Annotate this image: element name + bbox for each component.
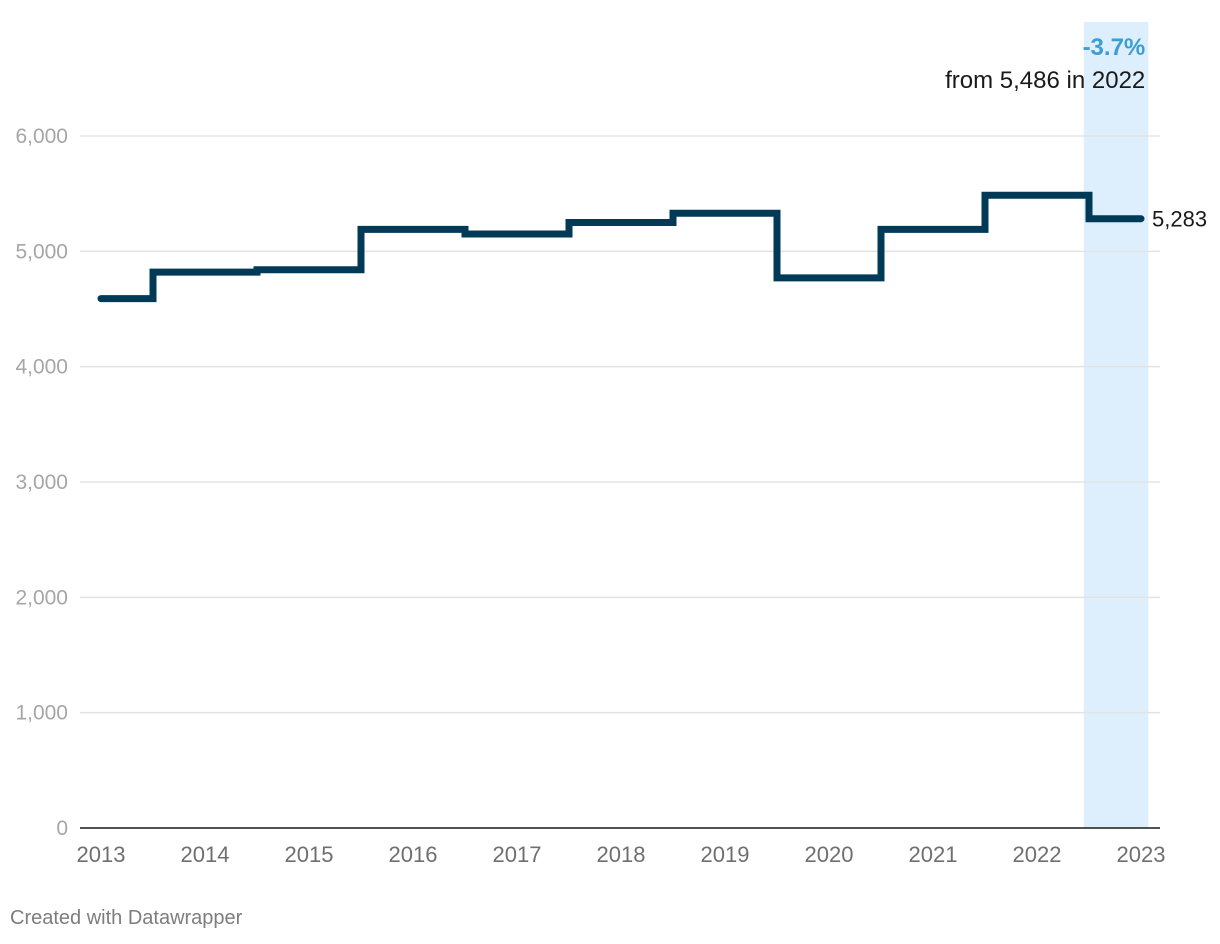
- x-tick-label: 2017: [493, 842, 542, 867]
- y-tick-label: 5,000: [15, 240, 68, 263]
- y-tick-label: 0: [56, 817, 68, 840]
- x-tick-label: 2021: [909, 842, 958, 867]
- x-tick-label: 2014: [181, 842, 230, 867]
- x-tick-label: 2022: [1013, 842, 1062, 867]
- change-percent-label: -3.7%: [1083, 34, 1146, 61]
- highlight-band-2023: [1083, 22, 1149, 828]
- footer-credit: Created with Datawrapper: [10, 907, 243, 929]
- y-tick-label: 1,000: [15, 702, 68, 725]
- y-tick-label: 3,000: [15, 471, 68, 494]
- x-tick-label: 2016: [389, 842, 438, 867]
- change-description-label: from 5,486 in 2022: [945, 67, 1145, 94]
- y-tick-label: 4,000: [15, 356, 68, 379]
- x-tick-label: 2020: [805, 842, 854, 867]
- y-axis-tick-labels: 0 1,000 2,000 3,000 4,000 5,000 6,000: [15, 125, 68, 840]
- x-tick-label: 2013: [77, 842, 126, 867]
- x-tick-label: 2019: [701, 842, 750, 867]
- x-tick-label: 2023: [1117, 842, 1166, 867]
- x-tick-label: 2018: [597, 842, 646, 867]
- series-line: [97, 191, 1145, 303]
- gridlines: [80, 135, 1160, 714]
- x-axis-tick-labels: 2013 2014 2015 2016 2017 2018 2019 2020 2021 2022…: [77, 842, 1166, 867]
- end-value-label: 5,283: [1152, 207, 1207, 232]
- y-tick-label: 6,000: [15, 125, 68, 148]
- x-tick-label: 2015: [285, 842, 334, 867]
- y-tick-label: 2,000: [15, 586, 68, 609]
